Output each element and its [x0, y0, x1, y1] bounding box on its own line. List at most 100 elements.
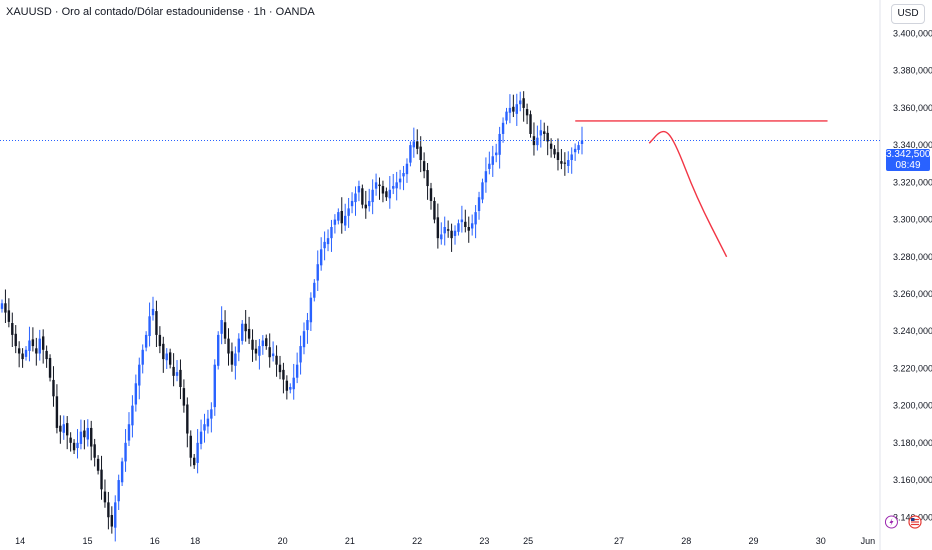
candle	[72, 442, 76, 451]
candle	[76, 442, 79, 449]
bar-countdown: 08:49	[895, 160, 921, 171]
candle	[48, 357, 52, 378]
candle	[158, 334, 162, 347]
candle	[416, 141, 419, 149]
candle	[546, 132, 549, 142]
candle	[350, 200, 354, 207]
candle	[450, 230, 453, 239]
candle	[110, 515, 114, 527]
y-tick-label: 3.300,000	[893, 215, 932, 225]
candle	[217, 334, 220, 366]
candle	[141, 349, 144, 365]
y-tick-label: 3.400,000	[893, 28, 932, 38]
candle	[292, 377, 295, 390]
candle	[378, 184, 381, 187]
candle	[196, 442, 199, 463]
candle	[306, 320, 309, 331]
candle	[31, 339, 35, 347]
x-tick-label: 15	[82, 536, 92, 546]
candle	[553, 148, 556, 155]
candle	[11, 323, 14, 335]
candle	[319, 249, 323, 266]
y-tick-label: 3.340,000	[893, 140, 932, 150]
us-flag-icon[interactable]	[908, 515, 922, 529]
x-tick-label: 30	[816, 536, 826, 546]
candle	[0, 303, 4, 309]
projection-curve[interactable]	[648, 130, 728, 258]
candle	[103, 491, 107, 503]
candle	[388, 189, 392, 199]
candle	[495, 152, 498, 156]
candle	[371, 189, 374, 203]
x-tick-label: 23	[479, 536, 489, 546]
x-tick-label: 22	[412, 536, 422, 546]
candle	[244, 323, 247, 332]
candle	[467, 226, 470, 231]
candle	[247, 328, 251, 339]
candle	[251, 339, 254, 350]
candle	[127, 424, 131, 441]
candle	[361, 188, 364, 205]
candle	[405, 163, 409, 175]
x-tick-label: 18	[190, 536, 200, 546]
candle	[289, 387, 292, 390]
candle	[52, 379, 55, 397]
candle	[220, 320, 223, 334]
candle	[525, 109, 529, 116]
candle	[62, 424, 65, 433]
candle	[392, 186, 395, 189]
candle	[131, 405, 134, 426]
candle	[385, 191, 388, 198]
y-tick-label: 3.280,000	[893, 252, 932, 262]
candle	[234, 353, 237, 366]
candle	[470, 223, 474, 229]
y-tick-label: 3.160,000	[893, 475, 932, 485]
candle	[436, 217, 440, 239]
candle	[227, 338, 230, 354]
currency-button[interactable]: USD	[891, 4, 925, 24]
candle	[210, 409, 213, 419]
candle	[203, 424, 206, 431]
candle	[426, 170, 429, 187]
candle	[474, 212, 477, 225]
candle	[24, 349, 28, 357]
candle	[151, 308, 155, 316]
x-tick-label: 20	[278, 536, 288, 546]
candle	[577, 145, 580, 150]
candle	[433, 200, 436, 220]
candle	[429, 188, 433, 201]
candle	[189, 435, 192, 458]
candle	[175, 372, 179, 376]
lightning-icon[interactable]	[884, 515, 898, 529]
candle	[162, 343, 165, 360]
candle	[86, 427, 89, 440]
candle	[172, 366, 175, 376]
candle	[59, 425, 62, 432]
candle	[265, 338, 268, 347]
candle	[570, 154, 573, 161]
x-tick-label: 27	[614, 536, 624, 546]
candle	[515, 104, 518, 114]
candle	[560, 161, 563, 164]
candle	[364, 204, 367, 209]
candle	[333, 219, 337, 225]
candle	[464, 221, 467, 227]
y-tick-label: 3.240,000	[893, 326, 932, 336]
y-tick-label: 3.220,000	[893, 363, 932, 373]
candle	[206, 418, 210, 427]
x-tick-label: 21	[345, 536, 355, 546]
candle	[295, 364, 299, 378]
current-price-value: 3.342,500	[886, 149, 931, 160]
candle	[529, 114, 532, 134]
candle	[96, 458, 100, 471]
y-tick-label: 3.360,000	[893, 103, 932, 113]
candle	[155, 311, 158, 335]
candle	[443, 226, 446, 234]
candle	[477, 197, 481, 211]
current-price-tag: 3.342,500 08:49	[886, 149, 931, 171]
candle	[17, 348, 21, 354]
candle	[261, 340, 265, 347]
x-tick-label: Jun	[861, 536, 876, 546]
candle	[395, 182, 398, 189]
